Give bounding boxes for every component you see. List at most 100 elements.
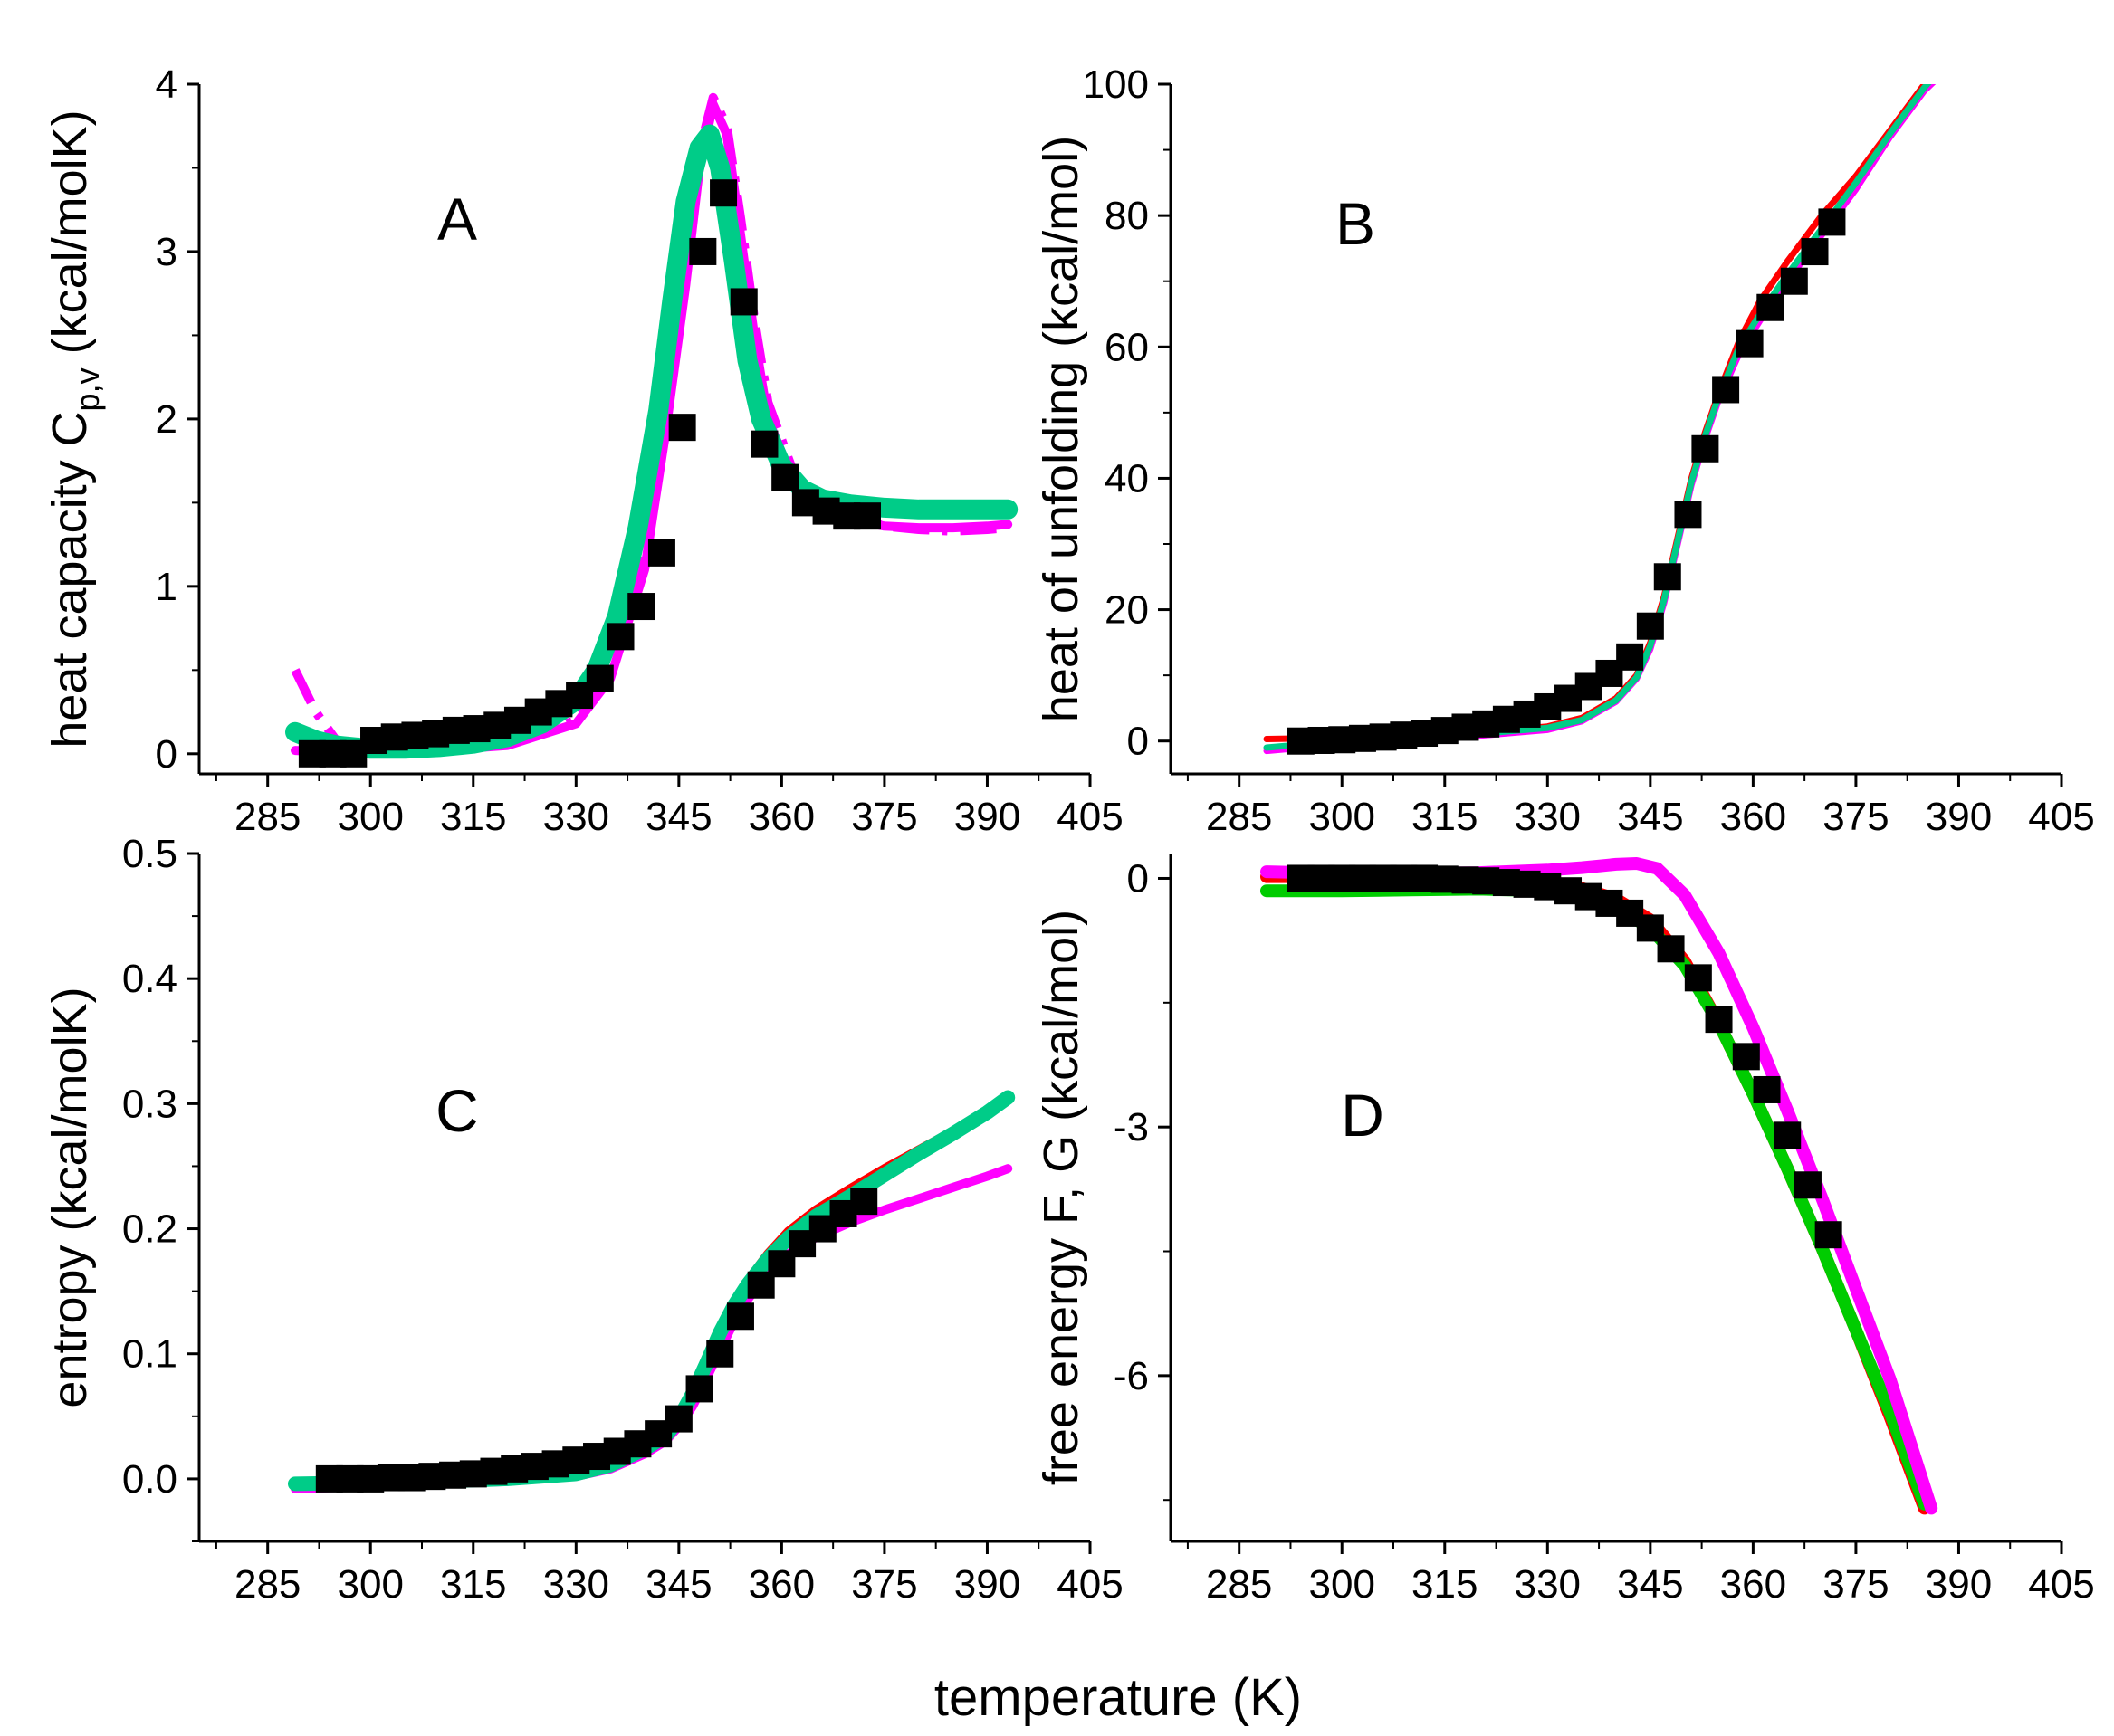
data-point-marker bbox=[706, 1340, 734, 1368]
x-tick-label: 330 bbox=[1515, 795, 1581, 839]
series-group bbox=[288, 1090, 1016, 1493]
x-tick-label: 375 bbox=[851, 795, 917, 839]
y-tick-label: 2 bbox=[156, 397, 177, 442]
series-group bbox=[1260, 857, 1938, 1515]
series-line bbox=[1260, 857, 1938, 1515]
data-point-marker bbox=[771, 463, 799, 491]
series-group bbox=[1263, 84, 1937, 755]
data-point-marker bbox=[1732, 1043, 1760, 1071]
data-point-marker bbox=[1684, 964, 1712, 992]
panel-D: 285 300 315 330 345 360 375 390 405 0 -3 -6 free ene… bbox=[1034, 854, 2095, 1607]
x-tick-label: 360 bbox=[1720, 1562, 1786, 1607]
series-line bbox=[1263, 84, 1937, 755]
x-tick-label: 405 bbox=[1057, 795, 1123, 839]
series-group bbox=[285, 92, 1019, 768]
series-line bbox=[285, 124, 1019, 759]
x-tick-label: 345 bbox=[646, 795, 712, 839]
data-point-marker bbox=[1736, 329, 1764, 358]
x-tick-label: 315 bbox=[1411, 1562, 1478, 1607]
x-tick-label: 390 bbox=[1926, 1562, 1992, 1607]
x-tick-label: 375 bbox=[1822, 1562, 1889, 1607]
data-point-marker bbox=[751, 430, 779, 458]
x-tick-label: 285 bbox=[234, 795, 301, 839]
data-point-marker bbox=[1753, 1075, 1781, 1103]
y-tick-label: 1 bbox=[156, 565, 177, 609]
common-x-axis-label: temperature (K) bbox=[934, 1668, 1302, 1727]
data-point-marker bbox=[1674, 501, 1702, 529]
x-tick-label: 285 bbox=[1206, 795, 1272, 839]
data-point-marker bbox=[710, 179, 738, 207]
x-tick-label: 285 bbox=[1206, 1562, 1272, 1607]
x-tick-label: 390 bbox=[1926, 795, 1992, 839]
y-tick-label: 0.2 bbox=[122, 1207, 177, 1252]
y-tick-label: 40 bbox=[1105, 456, 1149, 501]
data-point-marker bbox=[850, 1188, 878, 1216]
data-point-marker bbox=[1712, 376, 1740, 404]
series-line bbox=[1263, 84, 1929, 742]
data-point-marker bbox=[685, 1375, 713, 1403]
y-tick-label: 0 bbox=[156, 732, 177, 777]
y-tick-label: 0 bbox=[1127, 856, 1149, 901]
y-tick-label: -6 bbox=[1114, 1354, 1149, 1398]
x-tick-label: 315 bbox=[440, 1562, 506, 1607]
x-tick-label: 330 bbox=[543, 795, 609, 839]
x-tick-label: 330 bbox=[543, 1562, 609, 1607]
data-point-marker bbox=[1780, 267, 1808, 295]
data-point-marker bbox=[1814, 1221, 1842, 1249]
data-point-marker bbox=[1616, 643, 1644, 671]
data-point-marker bbox=[668, 414, 696, 442]
x-tick-label: 390 bbox=[954, 795, 1020, 839]
y-tick-label: 0.1 bbox=[122, 1332, 177, 1377]
data-point-marker bbox=[1756, 293, 1784, 321]
x-tick-label: 360 bbox=[1720, 795, 1786, 839]
panel-A: 285 300 315 330 345 360 375 390 405 0 1 2 3 4 heat cap… bbox=[43, 62, 1124, 839]
data-point-marker bbox=[1818, 208, 1846, 236]
y-tick-label: 4 bbox=[156, 62, 177, 107]
data-point-marker bbox=[726, 1302, 754, 1331]
data-point-marker bbox=[1653, 563, 1681, 591]
data-point-marker bbox=[647, 539, 675, 567]
data-point-marker bbox=[607, 623, 635, 651]
x-tick-label: 285 bbox=[234, 1562, 301, 1607]
y-tick-label: -3 bbox=[1114, 1105, 1149, 1149]
x-tick-label: 330 bbox=[1515, 1562, 1581, 1607]
panel-label: D bbox=[1341, 1082, 1384, 1149]
y-tick-label: 0.5 bbox=[122, 832, 177, 876]
data-point-marker bbox=[665, 1405, 693, 1433]
x-tick-label: 345 bbox=[1617, 1562, 1683, 1607]
x-tick-label: 405 bbox=[2028, 1562, 2094, 1607]
panel-label: A bbox=[437, 186, 477, 253]
data-point-marker bbox=[1657, 935, 1685, 963]
data-point-marker bbox=[854, 502, 881, 530]
y-tick-label: 60 bbox=[1105, 325, 1149, 369]
panel-label: B bbox=[1335, 190, 1375, 257]
y-axis-label: entropy (kcal/molK) bbox=[43, 987, 97, 1407]
data-point-marker bbox=[730, 288, 758, 316]
y-tick-label: 0.0 bbox=[122, 1457, 177, 1502]
panel-B: 285 300 315 330 345 360 375 390 405020406080100h… bbox=[1034, 62, 2095, 839]
x-tick-label: 390 bbox=[954, 1562, 1020, 1607]
panel-label: C bbox=[435, 1077, 479, 1144]
x-tick-label: 315 bbox=[1411, 795, 1478, 839]
panel-C: 285 300 315 330 345 360 375 390 405 0.0 0.1 0.2 0.3 0… bbox=[43, 832, 1124, 1607]
y-tick-label: 80 bbox=[1105, 194, 1149, 238]
x-tick-label: 375 bbox=[851, 1562, 917, 1607]
y-axis-label: free energy F, G (kcal/mol) bbox=[1034, 910, 1088, 1485]
data-point-marker bbox=[1636, 612, 1664, 640]
y-tick-label: 3 bbox=[156, 230, 177, 274]
x-tick-label: 300 bbox=[338, 795, 404, 839]
x-tick-label: 345 bbox=[1617, 795, 1683, 839]
data-point-marker bbox=[1705, 1006, 1733, 1034]
y-tick-label: 20 bbox=[1105, 588, 1149, 633]
x-tick-label: 300 bbox=[338, 1562, 404, 1607]
x-tick-label: 345 bbox=[646, 1562, 712, 1607]
y-tick-label: 0 bbox=[1127, 720, 1149, 764]
data-point-marker bbox=[689, 237, 717, 265]
x-tick-label: 315 bbox=[440, 795, 506, 839]
y-tick-label: 100 bbox=[1083, 62, 1149, 107]
data-point-marker bbox=[1774, 1121, 1802, 1149]
data-point-marker bbox=[1794, 1171, 1822, 1199]
data-point-marker bbox=[586, 664, 614, 692]
y-axis-label: heat of unfolding (kcal/mol) bbox=[1034, 136, 1088, 722]
